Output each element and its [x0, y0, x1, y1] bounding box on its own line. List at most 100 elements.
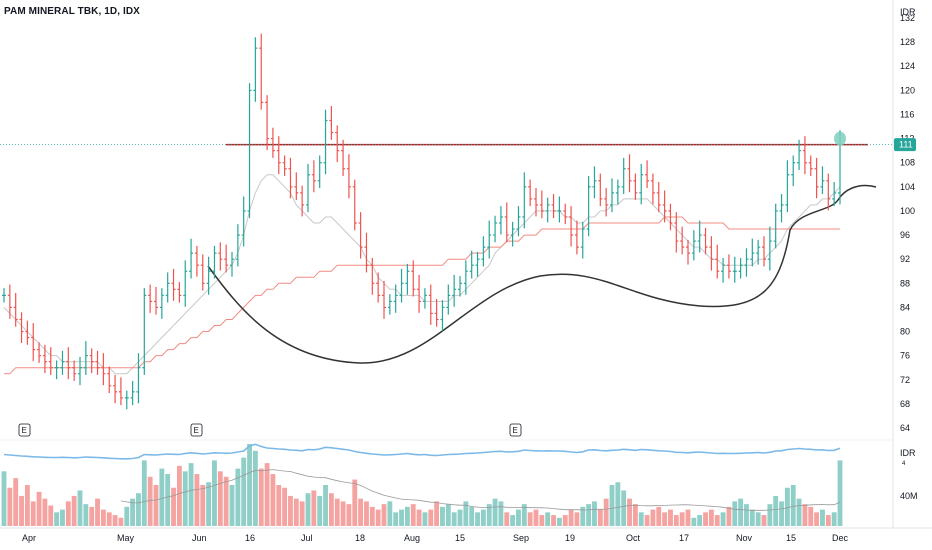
volume-bar	[539, 515, 545, 526]
volume-bar	[802, 504, 808, 526]
price-bar	[586, 175, 591, 237]
price-bar	[194, 245, 199, 277]
price-bar	[2, 288, 6, 303]
price-bar	[691, 230, 696, 261]
price-bar	[399, 268, 404, 303]
price-bar	[370, 257, 375, 295]
price-bar	[551, 194, 556, 219]
price-tick-label: 96	[900, 230, 910, 240]
volume-bar	[422, 512, 428, 526]
volume-bar	[141, 460, 147, 526]
volume-bar	[364, 501, 369, 526]
price-bar	[364, 232, 369, 273]
volume-bar	[393, 512, 399, 526]
price-bar	[376, 272, 381, 303]
price-bar	[83, 341, 88, 375]
volume-bar	[229, 485, 235, 526]
price-bar	[382, 280, 386, 319]
price-bar	[189, 238, 194, 279]
earnings-marker[interactable]: E	[190, 423, 203, 437]
price-bar	[60, 350, 65, 375]
price-bar	[154, 286, 158, 315]
price-bar	[791, 155, 796, 187]
volume-bar	[188, 463, 194, 526]
volume-bar	[820, 509, 825, 526]
price-bar	[703, 227, 708, 255]
price-bar	[405, 264, 410, 295]
price-bar	[569, 206, 574, 247]
price-bar	[621, 157, 626, 195]
price-bar	[294, 172, 299, 201]
price-bar	[574, 220, 579, 255]
price-bar	[767, 226, 772, 271]
price-bar	[335, 125, 340, 163]
indicator-small-label: 4	[902, 461, 906, 467]
volume-bar	[235, 468, 241, 526]
price-bar	[785, 160, 790, 213]
time-tick-label: Nov	[736, 533, 753, 543]
volume-bar	[30, 501, 36, 526]
volume-ma-line	[120, 469, 841, 511]
volume-bar	[334, 498, 340, 526]
time-tick-label: Dec	[832, 533, 849, 543]
price-bar	[358, 212, 363, 259]
volume-bar	[504, 512, 510, 526]
volume-bar	[738, 498, 744, 526]
volume-bar	[521, 504, 527, 526]
fast-moving-average-line	[3, 174, 841, 375]
volume-bar	[779, 501, 784, 526]
volume-bar	[808, 506, 814, 526]
volume-bar	[457, 509, 463, 526]
volume-bar	[545, 512, 551, 526]
price-tick-label: 64	[900, 423, 910, 433]
volume-bar	[153, 485, 159, 526]
earnings-marker[interactable]: E	[18, 423, 31, 437]
time-tick-label: 15	[455, 533, 465, 543]
price-bar	[393, 284, 398, 313]
volume-bar	[603, 498, 609, 526]
price-bar	[159, 288, 164, 319]
price-tick-label: 120	[900, 85, 915, 95]
price-bar	[528, 179, 533, 207]
price-tick-label: 88	[900, 278, 910, 288]
price-bar	[820, 166, 825, 195]
price-bar	[422, 288, 427, 309]
price-bar	[715, 244, 720, 279]
price-bar	[171, 268, 176, 301]
price-bar	[124, 390, 129, 410]
breakout-marker[interactable]	[834, 131, 846, 146]
volume-bar	[410, 504, 416, 526]
volume-bar	[36, 491, 42, 526]
price-tick-label: 128	[900, 37, 915, 47]
price-bar	[504, 202, 509, 243]
price-tick-label: 100	[900, 206, 915, 216]
volume-bar	[445, 504, 451, 526]
price-bar	[481, 236, 486, 267]
volume-bar	[627, 498, 632, 526]
price-bar	[265, 95, 270, 151]
price-tick-label: 72	[900, 375, 910, 385]
svg-text:111: 111	[899, 140, 913, 150]
price-bar	[510, 221, 515, 247]
price-bar	[7, 284, 12, 319]
price-bar	[680, 226, 685, 255]
volume-bar	[358, 498, 364, 526]
volume-bar	[510, 515, 516, 526]
volume-bar	[434, 501, 440, 526]
price-bar	[516, 206, 521, 237]
volume-bar	[416, 509, 422, 526]
volume-bar	[568, 509, 574, 526]
volume-bar	[194, 474, 200, 526]
price-bar	[428, 284, 433, 325]
price-tick-label: 124	[900, 61, 915, 71]
price-bar	[598, 173, 603, 207]
volume-bar	[19, 495, 24, 526]
volume-bar	[165, 474, 171, 526]
volume-bar	[516, 509, 521, 526]
volume-bar	[352, 479, 358, 526]
volume-bar	[714, 515, 720, 526]
price-bar	[446, 284, 451, 315]
price-bar	[95, 350, 100, 375]
earnings-marker[interactable]: E	[509, 423, 522, 437]
